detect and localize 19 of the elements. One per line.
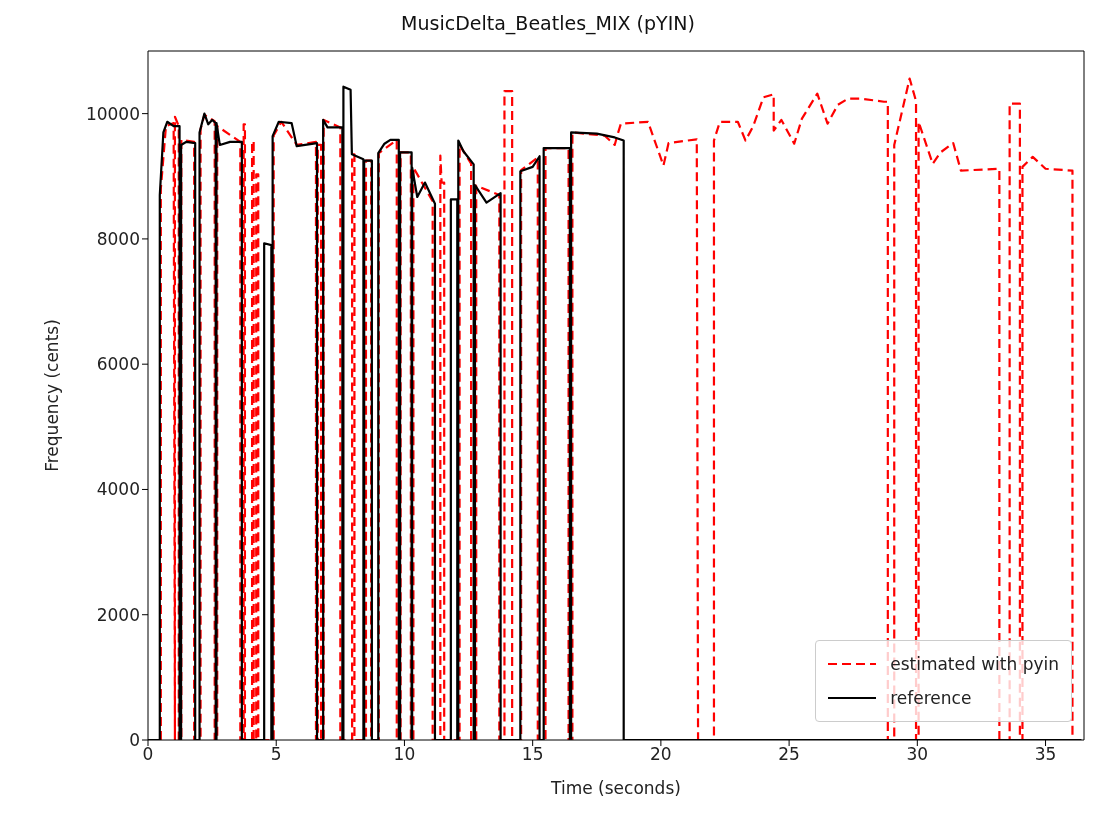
legend-label: estimated with pyin [890, 654, 1059, 674]
y-tick-label: 4000 [96, 479, 140, 500]
chart-title: MusicDelta_Beatles_MIX (pYIN) [400, 11, 696, 37]
y-tick-label: 6000 [96, 354, 140, 375]
y-tick-label: 10000 [85, 103, 140, 124]
x-tick-label: 15 [521, 744, 544, 765]
x-tick-label: 20 [650, 744, 672, 765]
x-tick-label: 5 [270, 744, 282, 765]
x-tick-label: 10 [393, 744, 416, 765]
x-tick-label: 35 [1034, 744, 1057, 765]
y-axis-title: Frequency (cents) [42, 319, 63, 472]
x-tick-label: 30 [906, 744, 929, 765]
y-tick-label: 0 [129, 730, 140, 751]
x-axis-title: Time (seconds) [550, 778, 681, 798]
y-tick-label: 8000 [96, 228, 140, 249]
y-tick-label: 2000 [96, 604, 140, 625]
legend-label: reference [890, 688, 972, 708]
x-tick-label: 0 [142, 744, 154, 765]
x-tick-label: 25 [778, 744, 800, 765]
